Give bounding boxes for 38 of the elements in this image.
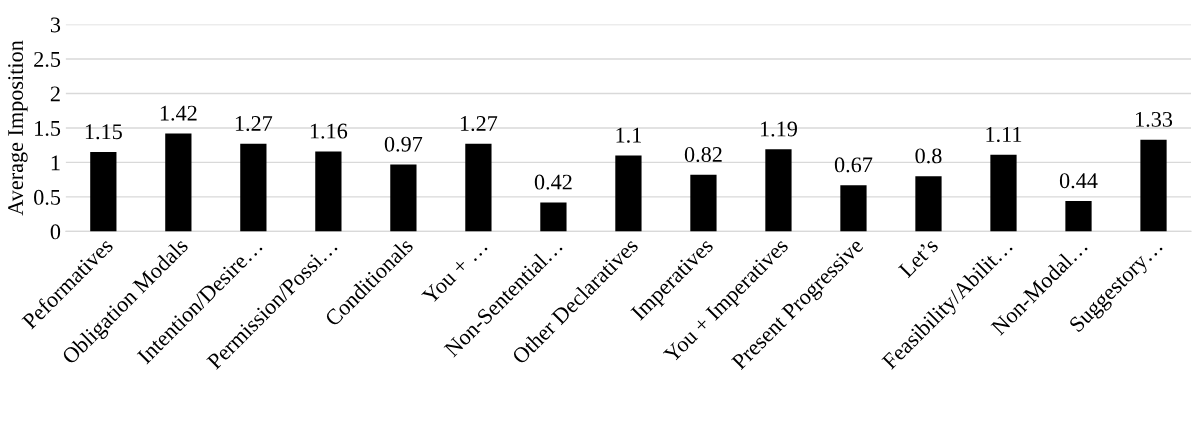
bar <box>465 143 492 232</box>
y-tick-label: 1.5 <box>35 120 61 136</box>
data-label: 1.42 <box>160 105 197 121</box>
data-label: 1.1 <box>616 127 641 143</box>
bar <box>840 185 867 232</box>
y-tick-label: 3 <box>50 17 61 33</box>
bar <box>915 176 942 232</box>
bar <box>1140 139 1167 232</box>
bar <box>1065 201 1092 232</box>
y-axis-title: Average Imposition <box>8 40 28 216</box>
data-label: 1.11 <box>986 127 1022 143</box>
y-tick-label: 0 <box>50 224 61 240</box>
data-label: 0.97 <box>384 136 423 152</box>
data-label: 0.67 <box>834 157 873 173</box>
bar <box>90 152 117 232</box>
bar <box>765 149 792 232</box>
bar <box>165 133 192 232</box>
bar <box>540 202 567 232</box>
data-label: 1.19 <box>760 121 797 137</box>
data-label: 0.44 <box>1059 173 1098 189</box>
y-tick-label: 1 <box>51 155 60 171</box>
bar <box>315 151 342 232</box>
data-label: 0.42 <box>534 174 572 190</box>
bar <box>615 155 642 232</box>
y-tick-label: 0.5 <box>34 189 61 205</box>
data-label: 1.15 <box>85 124 122 140</box>
y-tick-label: 2.5 <box>34 51 61 67</box>
data-label: 1.27 <box>235 116 273 132</box>
data-label: 0.82 <box>684 147 722 163</box>
data-label: 0.8 <box>915 148 942 164</box>
data-label: 1.16 <box>310 123 348 139</box>
data-label: 1.33 <box>1136 111 1173 127</box>
bar <box>690 174 717 232</box>
y-tick-label: 2 <box>50 86 60 102</box>
bar <box>990 154 1017 232</box>
data-label: 1.27 <box>460 116 498 132</box>
bar <box>240 143 267 232</box>
bar <box>390 164 417 232</box>
